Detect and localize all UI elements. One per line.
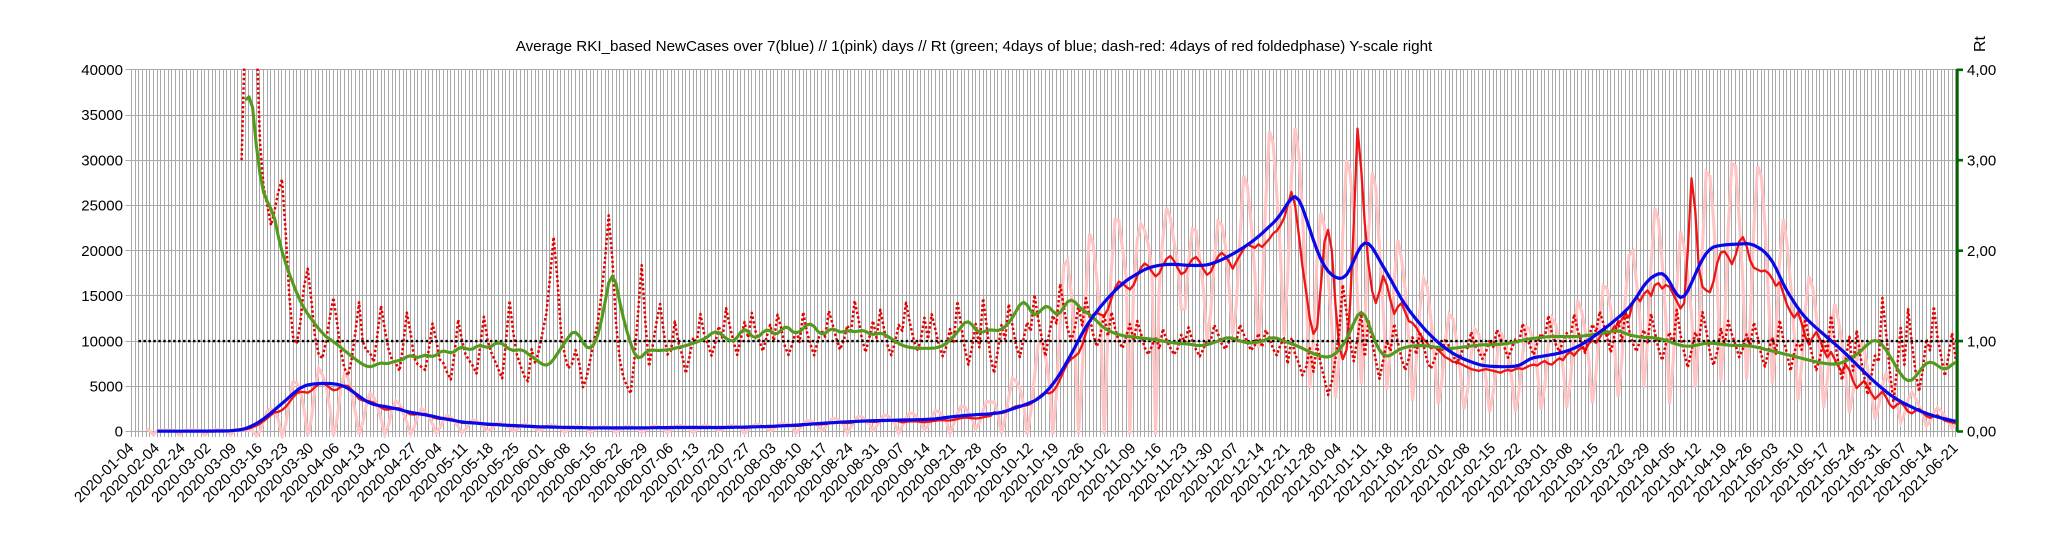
svg-text:Average RKI_based NewCases ove: Average RKI_based NewCases over 7(blue) …	[516, 38, 1433, 55]
svg-text:0,00: 0,00	[1967, 424, 1996, 441]
svg-text:4,00: 4,00	[1967, 62, 1996, 79]
svg-text:5000: 5000	[90, 379, 123, 396]
svg-text:1,00: 1,00	[1967, 333, 1996, 350]
svg-text:35000: 35000	[81, 107, 123, 124]
svg-text:40000: 40000	[81, 62, 123, 79]
svg-text:30000: 30000	[81, 152, 123, 169]
svg-text:Rt: Rt	[1972, 35, 1989, 52]
svg-text:3,00: 3,00	[1967, 152, 1996, 169]
svg-text:0: 0	[115, 424, 123, 441]
svg-text:10000: 10000	[81, 333, 123, 350]
svg-text:20000: 20000	[81, 243, 123, 260]
svg-text:15000: 15000	[81, 288, 123, 305]
svg-text:2,00: 2,00	[1967, 243, 1996, 260]
svg-text:25000: 25000	[81, 198, 123, 215]
